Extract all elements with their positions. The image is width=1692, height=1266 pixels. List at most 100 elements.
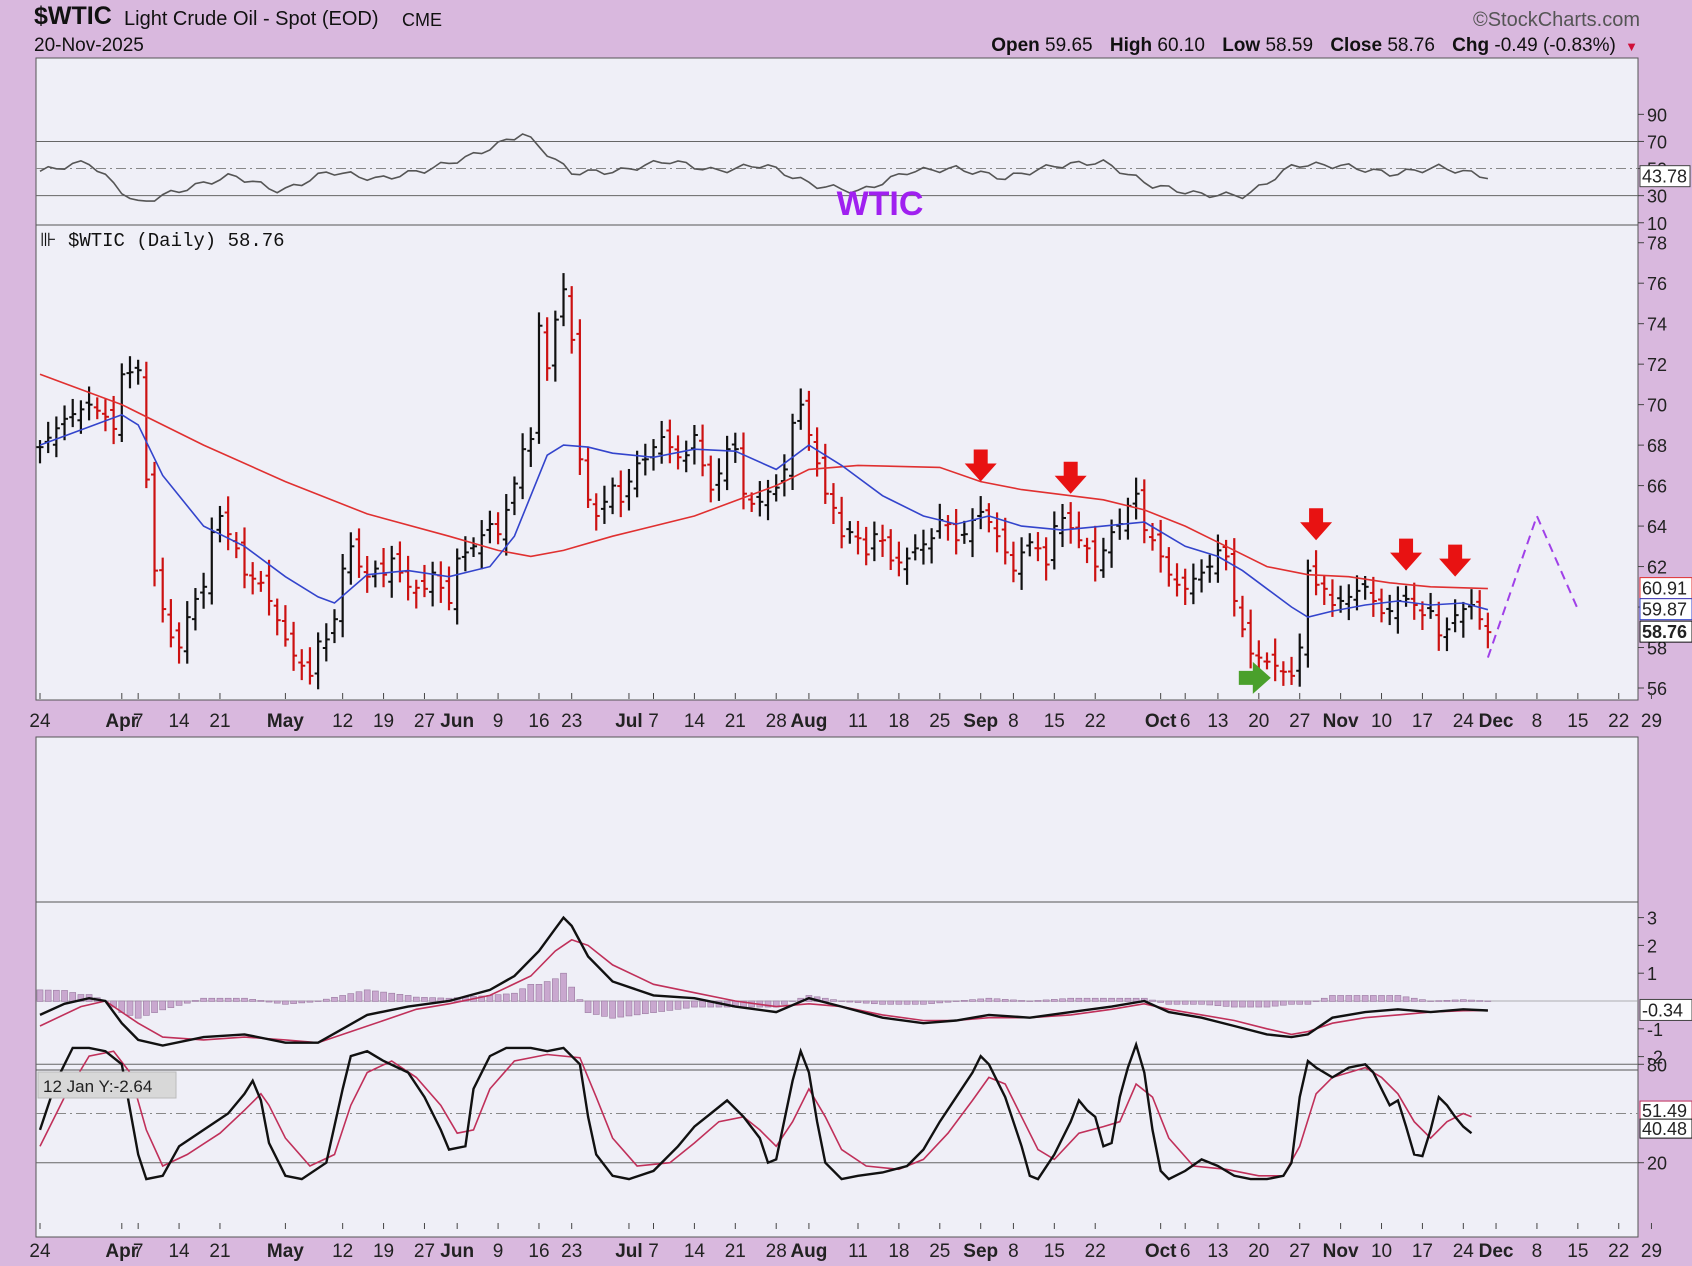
ohlc-bar (1140, 479, 1148, 544)
price-date-axis-label: 18 (888, 711, 909, 732)
price-value-label: 59.87 (1642, 600, 1687, 620)
ohlc-bar (101, 399, 109, 432)
price-date-axis-label: 14 (684, 711, 706, 732)
macd-histogram-bar (1288, 1000, 1295, 1005)
macd-histogram-bar (69, 992, 77, 1002)
macd-histogram-bar (961, 1000, 968, 1002)
ohlc-bar (960, 520, 968, 544)
macd-histogram (36, 972, 1492, 1019)
exchange: CME (402, 10, 442, 30)
ohlc-bar (510, 476, 518, 516)
ohlc-bar (290, 621, 298, 671)
ohlc-bar (1304, 559, 1312, 668)
macd-histogram-bar (53, 989, 60, 1002)
price-date-axis-label: 25 (929, 711, 950, 732)
price-date-axis-label: 29 (1641, 711, 1662, 732)
macd-histogram-bar (1329, 995, 1336, 1002)
macd-histogram-bar (339, 995, 346, 1002)
axis-tick-label: 70 (1647, 396, 1667, 416)
ohlc-bar (764, 479, 772, 521)
macd-histogram-bar (699, 1000, 706, 1008)
open-value: 59.65 (1045, 35, 1093, 56)
macd-histogram-bar (592, 1000, 600, 1015)
tooltip-box (37, 1071, 177, 1099)
ohlc-bar (748, 492, 756, 512)
macd-histogram-bar (617, 1000, 625, 1018)
macd-histogram-bar (143, 1000, 150, 1016)
price-date-axis-label: 23 (561, 711, 582, 732)
ohlc-bar (224, 496, 232, 551)
ohlc-bar (879, 524, 887, 557)
ohlc-bar (1198, 559, 1206, 593)
macd-histogram-bar (887, 1000, 895, 1005)
bottom-date-axis-label: 12 (332, 1241, 353, 1262)
macd-histogram-bar (1100, 997, 1107, 1002)
price-date-axis-label: May (267, 711, 304, 732)
ohlc-bar (77, 400, 85, 434)
macd-histogram-bar (421, 997, 428, 1002)
macd-histogram-bar (944, 1000, 952, 1003)
price-date-axis-label: 9 (493, 711, 504, 732)
ohlc-bar (854, 520, 862, 555)
axis-tick-label: 76 (1647, 274, 1667, 294)
ohlc-bar (470, 537, 478, 557)
axis-tick-label: 78 (1647, 234, 1667, 254)
price-date-axis-label: 28 (766, 711, 787, 732)
bottom-date-axis-label: 16 (528, 1241, 549, 1262)
macd-histogram-bar (650, 1000, 657, 1013)
ohlc-bar (1402, 585, 1410, 607)
macd-histogram-bar (44, 989, 52, 1002)
ohlc-bar (1288, 656, 1296, 685)
chg-label: Chg (1452, 35, 1490, 56)
macd-histogram-bar (1067, 997, 1074, 1002)
macd-histogram-bar (862, 1000, 870, 1004)
macd-histogram-bar (1451, 999, 1459, 1002)
ohlc-bar (1206, 554, 1214, 583)
macd-histogram-bar (134, 1000, 142, 1019)
ohlc-bar (658, 420, 666, 464)
ohlc-bar (1132, 477, 1140, 520)
bottom-date-axis-label: 29 (1641, 1241, 1662, 1262)
macd-histogram-bar (928, 1000, 935, 1004)
ohlc-bar (306, 647, 314, 685)
bottom-date-axis-label: 24 (1453, 1241, 1475, 1262)
ohlc-bar (322, 623, 330, 662)
axis-tick-label: -1 (1647, 1020, 1663, 1040)
ohlc-bar (1001, 517, 1009, 565)
macd-histogram-bar (1271, 1000, 1279, 1007)
ohlc-bar (1099, 537, 1107, 578)
macd-histogram-bar (1173, 1000, 1181, 1005)
macd-histogram-bar (1410, 997, 1418, 1002)
bottom-date-axis-label: 14 (168, 1241, 190, 1262)
ohlc-bar (167, 599, 175, 648)
sto-d-line (39, 1050, 1472, 1177)
ohlc-bar (690, 424, 698, 465)
macd-histogram-bar (1394, 995, 1402, 1002)
red-down-arrow-icon (1054, 461, 1087, 494)
bottom-date-axis-label: Apr (105, 1241, 138, 1262)
macd-histogram-bar (1386, 995, 1393, 1002)
bottom-date-axis-label: 15 (1567, 1241, 1588, 1262)
ohlc-bar (445, 566, 453, 611)
ohlc-bar (838, 496, 846, 549)
ohlc-bar (396, 541, 404, 583)
credit[interactable]: ©StockCharts.com (1472, 9, 1640, 31)
price-date-axis-label: 13 (1207, 711, 1228, 732)
ohlc-bar (641, 443, 649, 476)
price-date-axis-label: Dec (1479, 711, 1514, 732)
ohlc-bar (576, 319, 584, 475)
price-date-axis-label: 14 (168, 711, 190, 732)
bottom-date-axis-label: 22 (1085, 1241, 1106, 1262)
axis-tick-label: 66 (1647, 477, 1667, 497)
macd-histogram-bar (846, 1000, 854, 1003)
bottom-date-axis-label: 18 (888, 1241, 909, 1262)
macd-histogram-bar (535, 984, 543, 1002)
macd-histogram-bar (674, 1000, 682, 1010)
macd-histogram-bar (1353, 995, 1361, 1002)
ohlc-bar (527, 427, 535, 467)
axis-tick-label: 90 (1647, 105, 1667, 125)
ohlc-bar (756, 481, 764, 517)
macd-histogram-bar (167, 1000, 175, 1008)
ohlc-bar (1083, 537, 1091, 564)
